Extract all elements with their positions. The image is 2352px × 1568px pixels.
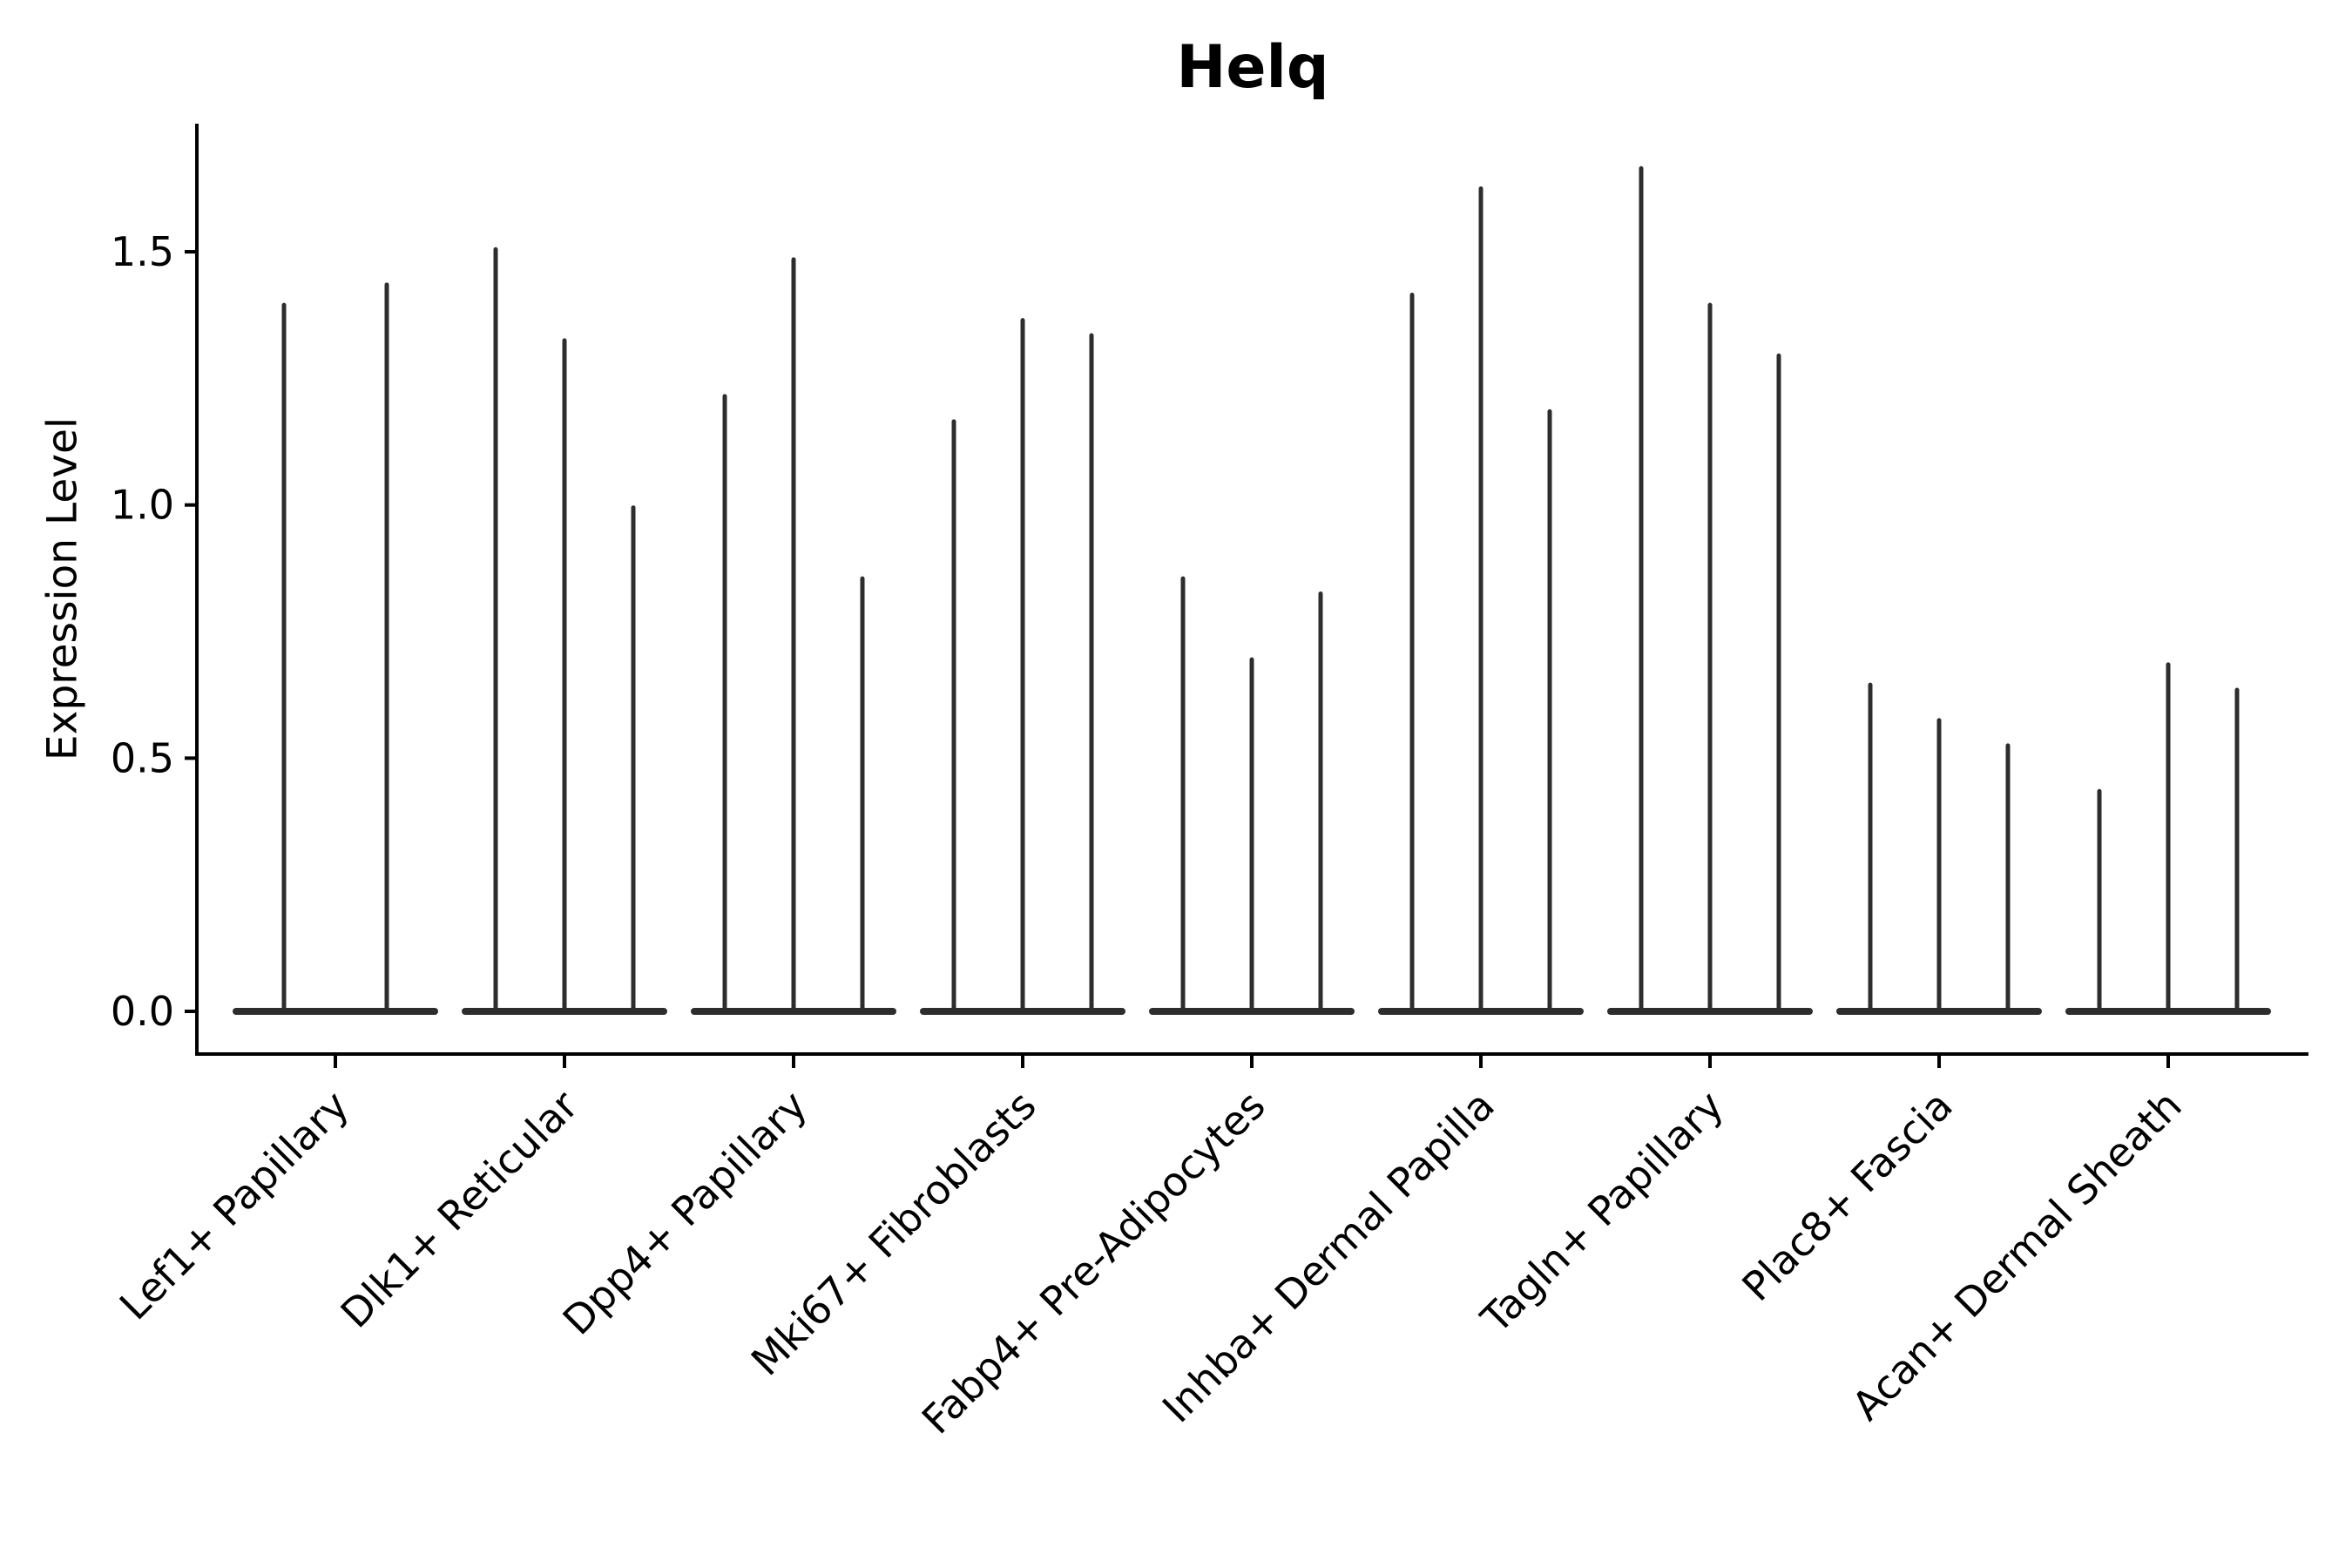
- x-tick-label: Dlk1+ Reticular: [332, 1082, 587, 1337]
- violin-base: [233, 1008, 438, 1015]
- chart-title: Helq: [1176, 33, 1329, 102]
- x-tick-label: Lef1+ Papillary: [111, 1082, 358, 1329]
- y-tick-label: 0.5: [111, 734, 174, 781]
- y-tick-label: 1.0: [111, 482, 174, 529]
- x-tick-label: Tagln+ Papillary: [1471, 1082, 1733, 1343]
- y-tick-label: 1.5: [111, 228, 174, 275]
- y-tick-label: 0.0: [111, 988, 174, 1035]
- x-tick-label: Dpp4+ Papillary: [554, 1082, 816, 1344]
- x-tick-label: Plac8+ Fascia: [1733, 1082, 1961, 1310]
